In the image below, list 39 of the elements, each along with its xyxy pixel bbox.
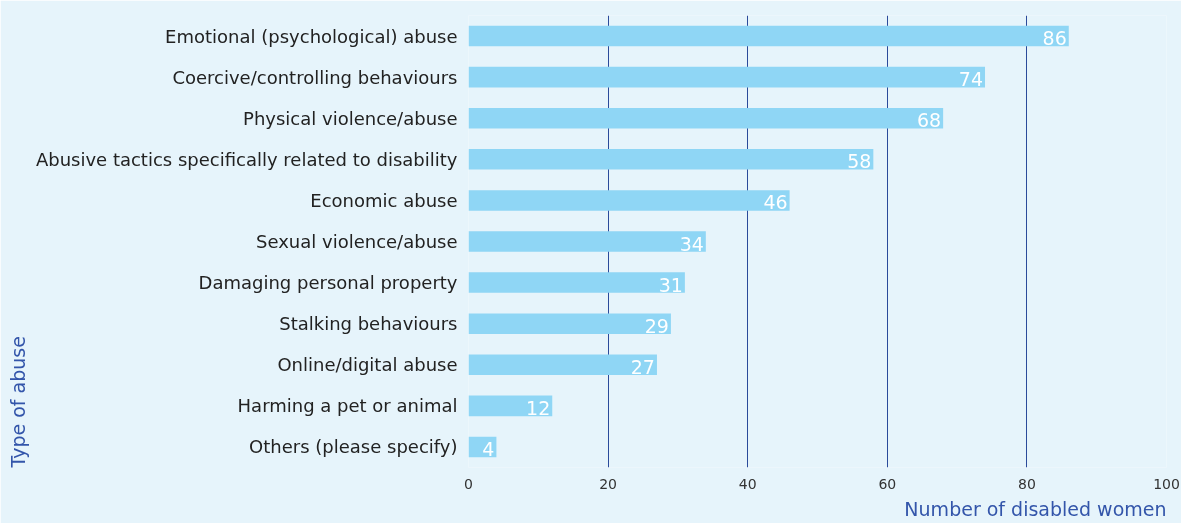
- data-label: 4: [482, 437, 495, 460]
- data-label: 29: [644, 314, 669, 337]
- x-tick-label: 100: [1153, 475, 1180, 492]
- data-label: 46: [763, 191, 788, 214]
- data-label: 68: [916, 109, 942, 132]
- y-tick-label: Stalking behaviours: [279, 313, 458, 335]
- bar: [468, 190, 790, 211]
- y-tick-label: Abusive tactics specifically related to disability: [35, 148, 458, 170]
- y-tick-label: Online/digital abuse: [277, 354, 458, 376]
- bar: [468, 354, 657, 376]
- y-tick-label: Economic abuse: [310, 189, 458, 211]
- bar: [468, 231, 706, 252]
- bar: [468, 25, 1069, 47]
- bar: [468, 313, 671, 334]
- data-label: 31: [658, 273, 683, 296]
- x-tick-label: 60: [878, 475, 897, 492]
- y-tick-label: Coercive/controlling behaviours: [172, 66, 458, 88]
- data-label: 58: [847, 150, 872, 173]
- y-tick-label: Sexual violence/abuse: [256, 231, 458, 252]
- data-label: 34: [679, 232, 704, 255]
- y-tick-label: Damaging personal property: [198, 272, 458, 294]
- bar: [468, 66, 986, 88]
- y-tick-label: Harming a pet or animal: [237, 395, 458, 417]
- x-tick-label: 80: [1017, 475, 1036, 492]
- bar: [468, 107, 944, 129]
- x-axis-title: Number of disabled women: [904, 497, 1167, 520]
- data-label: 86: [1042, 27, 1067, 50]
- x-tick-label: 40: [738, 475, 757, 492]
- y-tick-label: Emotional (psychological) abuse: [165, 25, 458, 47]
- data-label: 12: [526, 396, 551, 419]
- x-tick-label: 0: [464, 475, 473, 492]
- y-tick-label: Physical violence/abuse: [243, 107, 458, 129]
- data-label: 74: [958, 68, 984, 91]
- x-tick-label: 20: [599, 475, 618, 492]
- bar: [468, 149, 874, 170]
- y-axis-title: Type of abuse: [6, 336, 29, 469]
- bar: [468, 272, 685, 293]
- data-label: 27: [630, 355, 655, 378]
- y-tick-label: Others (please specify): [249, 436, 458, 458]
